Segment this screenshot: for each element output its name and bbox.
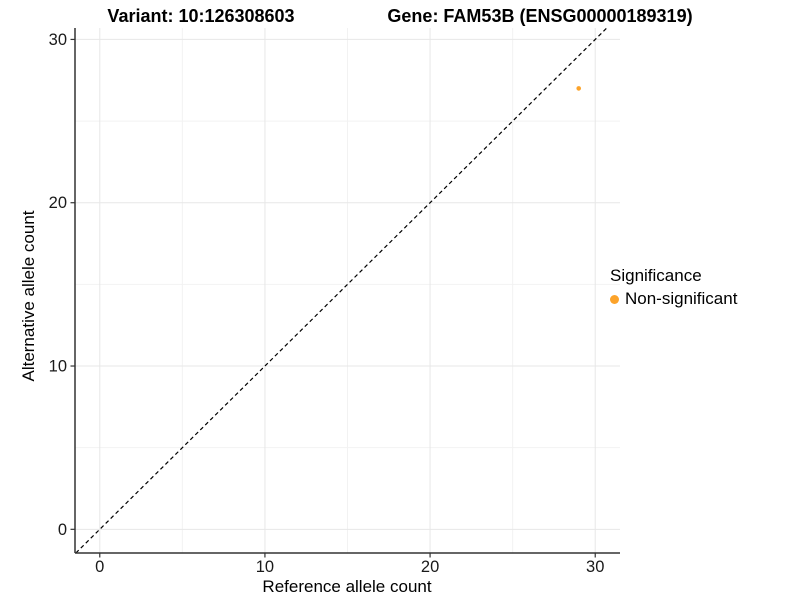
x-tick-label: 30 — [586, 558, 604, 576]
x-tick-label: 20 — [421, 558, 439, 576]
identity-line — [75, 27, 608, 554]
y-axis-title: Alternative allele count — [19, 210, 38, 382]
legend-entry-label: Non-significant — [625, 289, 738, 308]
x-tick-label: 10 — [256, 558, 274, 576]
gridlines-major — [75, 28, 620, 553]
y-tick-label: 0 — [58, 521, 67, 539]
legend: Significance Non-significant — [610, 266, 737, 309]
legend-point-icon — [610, 294, 619, 304]
plot-title-gene: Gene: FAM53B (ENSG00000189319) — [387, 6, 693, 26]
gridlines-minor — [75, 28, 620, 553]
data-points — [576, 86, 582, 91]
y-axis-ticks: 0 10 20 30 — [49, 31, 75, 539]
axis-lines — [74, 28, 620, 554]
x-tick-label: 0 — [95, 558, 104, 576]
y-tick-label: 30 — [49, 31, 67, 49]
x-axis-ticks: 0 10 20 30 — [95, 553, 604, 576]
data-point — [576, 86, 582, 91]
y-tick-label: 20 — [49, 194, 67, 212]
x-axis-title: Reference allele count — [262, 577, 432, 596]
legend-entry: Non-significant — [610, 289, 737, 309]
plot-title-variant: Variant: 10:126308603 — [107, 6, 295, 26]
y-tick-label: 10 — [49, 358, 67, 376]
legend-title: Significance — [610, 266, 702, 285]
